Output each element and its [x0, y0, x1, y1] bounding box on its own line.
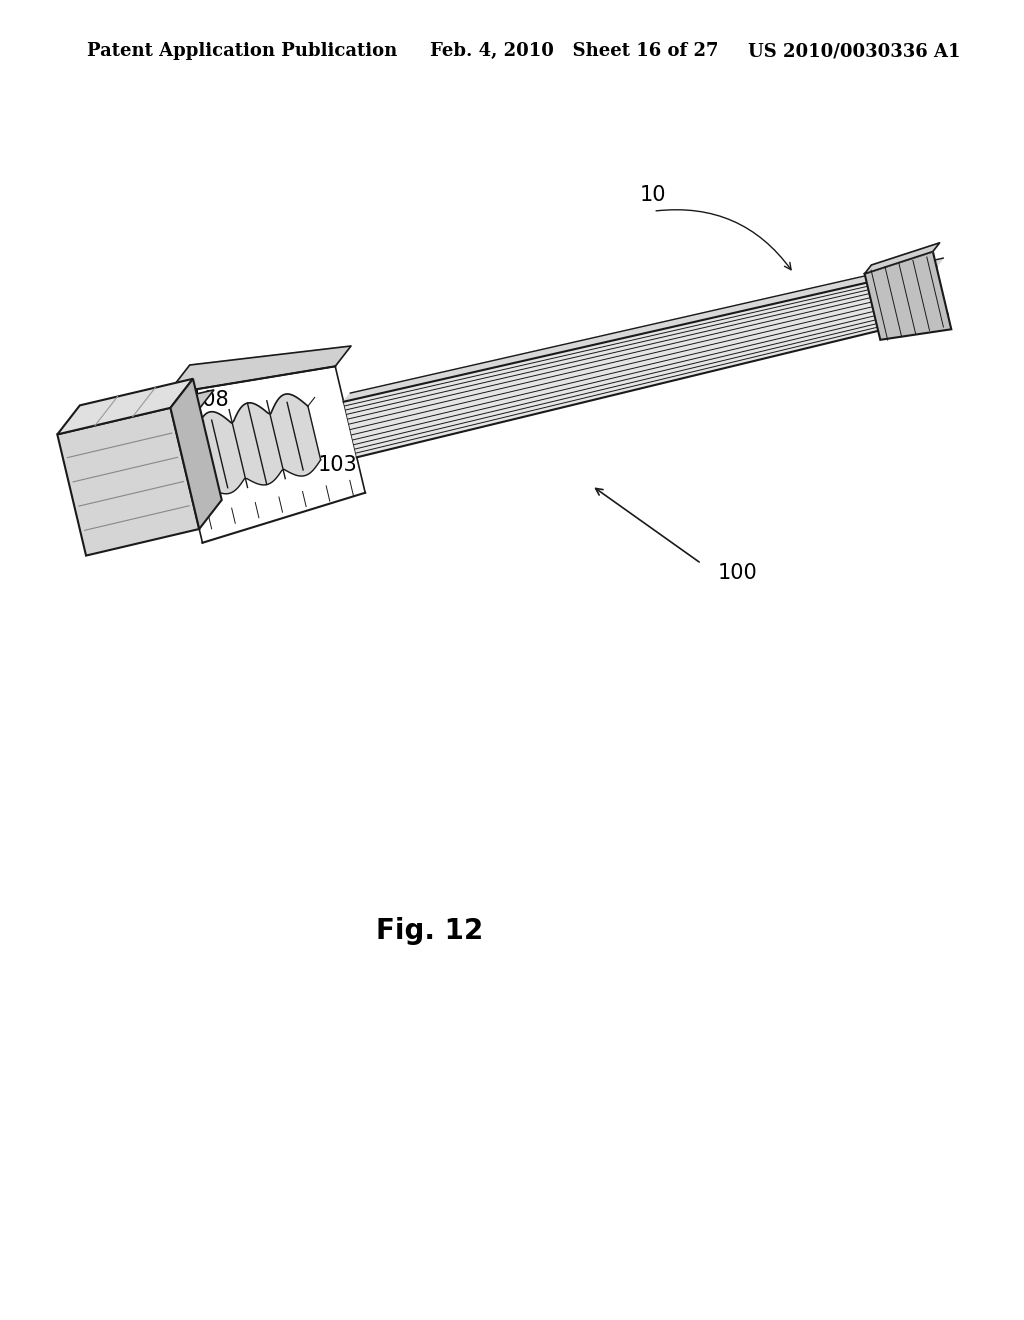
Polygon shape [195, 393, 321, 494]
Polygon shape [57, 408, 200, 556]
Text: 102: 102 [631, 366, 670, 387]
Polygon shape [174, 389, 214, 422]
Text: 108: 108 [190, 389, 229, 411]
Text: Patent Application Publication: Patent Application Publication [87, 42, 397, 61]
Text: 100: 100 [718, 562, 757, 583]
Polygon shape [864, 243, 940, 273]
Text: US 2010/0030336 A1: US 2010/0030336 A1 [748, 42, 961, 61]
Text: Feb. 4, 2010   Sheet 16 of 27: Feb. 4, 2010 Sheet 16 of 27 [430, 42, 719, 61]
Polygon shape [174, 418, 213, 513]
Polygon shape [57, 379, 193, 434]
Text: Fig. 12: Fig. 12 [377, 916, 483, 945]
Polygon shape [170, 379, 222, 529]
Polygon shape [864, 252, 951, 339]
Text: 10: 10 [640, 185, 667, 206]
Polygon shape [344, 259, 943, 401]
FancyArrowPatch shape [656, 210, 792, 269]
Polygon shape [167, 346, 351, 395]
Polygon shape [344, 267, 947, 457]
Text: 103: 103 [318, 454, 357, 475]
